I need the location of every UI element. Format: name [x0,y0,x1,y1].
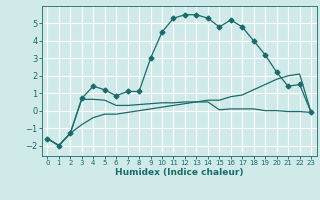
X-axis label: Humidex (Indice chaleur): Humidex (Indice chaleur) [115,168,244,177]
